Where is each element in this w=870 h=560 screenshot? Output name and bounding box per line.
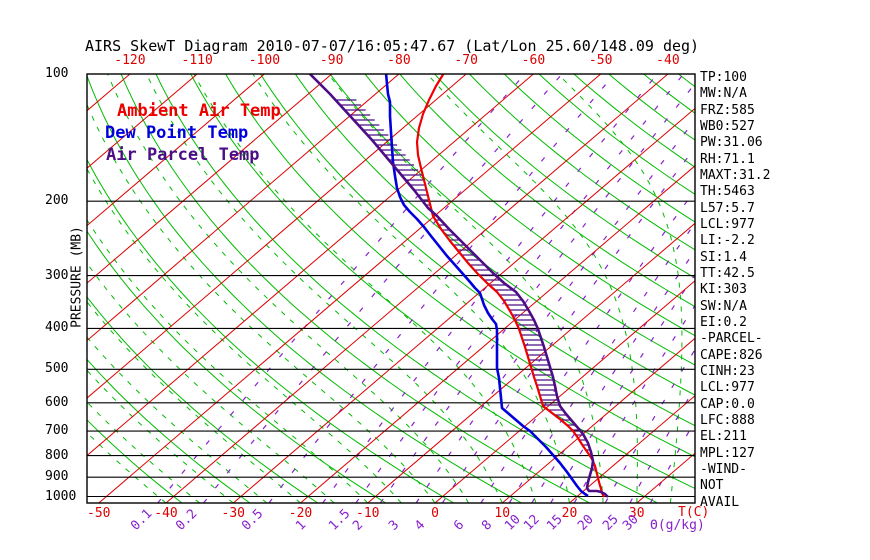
pressure-tick-label: 600 (45, 394, 69, 410)
panel-row: SW:N/A (700, 298, 747, 314)
chart-title: AIRS SkewT Diagram 2010-07-07/16:05:47.6… (85, 37, 700, 55)
panel-row: SI:1.4 (700, 249, 747, 265)
top-temp-label: -90 (319, 53, 344, 68)
panel-row: L57:5.7 (700, 200, 755, 216)
bottom-temp-label: -20 (288, 506, 313, 521)
top-temp-label: -50 (588, 53, 613, 68)
legend-ambient-air-temp: Ambient Air Temp (117, 101, 281, 121)
bottom-temp-label: 20 (561, 506, 578, 521)
panel-row: PW:31.06 (700, 135, 763, 151)
curve-air-parcel-temp (308, 74, 609, 498)
bottom-temp-label: -50 (87, 506, 111, 521)
panel-row: KI:303 (700, 282, 747, 298)
top-temp-label: -80 (387, 53, 411, 68)
bottom-temp-label: 10 (494, 506, 511, 521)
top-temp-label: -110 (181, 53, 213, 68)
panel-row: TT:42.5 (700, 265, 755, 281)
bottom-temp-label: -40 (154, 506, 178, 521)
pressure-tick-label: 900 (45, 469, 69, 485)
panel-row: LFC:888 (700, 412, 755, 428)
top-temp-label: -70 (454, 53, 478, 68)
panel-row: MAXT:31.2 (700, 167, 771, 183)
panel-row: EI:0.2 (700, 314, 747, 330)
curve-ambient-air-temp (415, 74, 605, 498)
panel-row: NOT (700, 478, 724, 494)
pressure-tick-label: 800 (45, 447, 69, 463)
panel-row: CAPE:826 (700, 347, 763, 363)
pressure-tick-label: 400 (45, 320, 69, 336)
top-temp-label: -40 (656, 53, 680, 68)
panel-row: TP:100 (700, 70, 747, 85)
bottom-temp-label: 0 (431, 506, 439, 521)
top-temp-label: -60 (521, 53, 546, 68)
legend-air-parcel-temp: Air Parcel Temp (106, 145, 260, 165)
panel-row: LCL:977 (700, 216, 755, 232)
panel-row: CINH:23 (700, 363, 755, 379)
top-temp-label: -100 (248, 53, 281, 68)
pressure-tick-label: 500 (45, 361, 69, 377)
panel-row: MPL:127 (700, 445, 755, 461)
pressure-tick-label: 1000 (45, 488, 77, 504)
temp-unit-label: T(C) (678, 505, 710, 520)
panel-row: CAP:0.0 (700, 396, 755, 412)
panel-row: -WIND- (700, 461, 747, 477)
panel-row: AVAIL (700, 494, 740, 510)
pressure-tick-label: 200 (45, 193, 69, 209)
panel-row: MW:N/A (700, 86, 747, 102)
pressure-tick-label: 700 (45, 423, 69, 439)
panel-row: LCL:977 (700, 380, 755, 396)
panel-row: WB0:527 (700, 118, 755, 134)
panel-row: FRZ:585 (700, 102, 755, 118)
panel-row: -PARCEL- (700, 331, 763, 347)
panel-row: EL:211 (700, 429, 747, 445)
curve-dew-point-temp (384, 74, 589, 498)
legend-dew-point-temp: Dew Point Temp (105, 123, 249, 143)
bottom-temp-label: 30 (628, 506, 645, 521)
plot-border (86, 73, 696, 504)
pressure-tick-label: 300 (45, 267, 69, 283)
mixing-ratio-unit-label: Θ(g/kg) (650, 518, 705, 533)
bottom-temp-label: -30 (221, 506, 245, 521)
panel-row: RH:71.1 (700, 151, 755, 167)
bottom-temp-label: -10 (356, 506, 380, 521)
panel-row: LI:-2.2 (700, 233, 755, 249)
panel-row: TH:5463 (700, 184, 755, 200)
pressure-tick-label: 100 (45, 66, 69, 81)
top-temp-label: -120 (114, 53, 146, 68)
